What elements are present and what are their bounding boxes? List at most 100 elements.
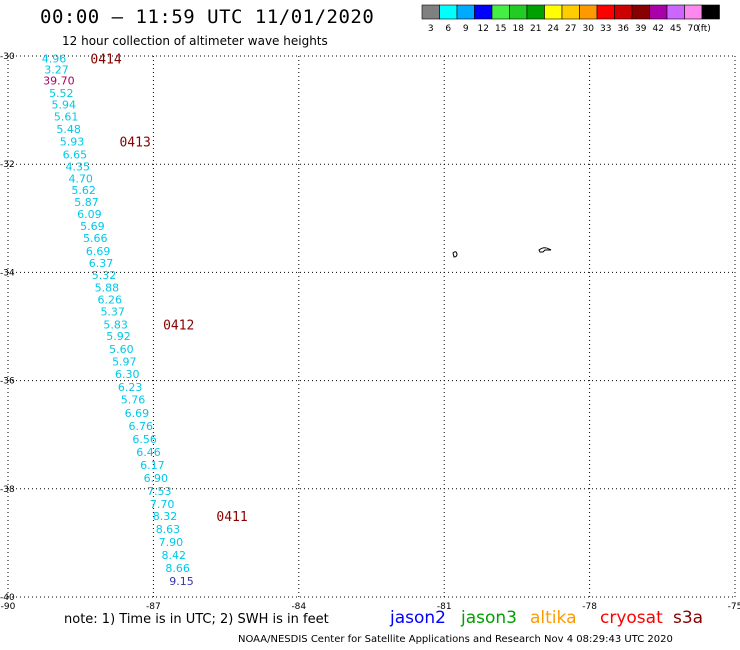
legend-swatch [596,4,615,20]
swh-value: 6.90 [144,472,169,485]
swh-value: 8.42 [162,549,187,562]
legend-label: 3 [428,24,434,34]
color-legend: 3 6 9 12 15 18 21 24 27 30 33 36 39 42 45 70(ft) [421,4,720,34]
swh-value: 6.69 [86,245,111,258]
time-label: 0412 [163,318,194,333]
swh-value: 5.88 [95,282,120,295]
legend-label: 30 [583,24,595,34]
swh-value: 5.37 [100,305,125,318]
legend-label: 39 [635,24,647,34]
legend-swatch [509,4,528,20]
swh-value: 7.70 [150,498,175,511]
time-label: 0414 [90,53,121,68]
legend-swatch [526,4,545,20]
legend-label: 21 [530,24,541,34]
lon-tick-label: -84 [291,602,306,612]
legend-label: 9 [463,24,469,34]
legend-swatch [474,4,493,20]
swh-value: 5.62 [71,184,96,197]
swh-value: 6.37 [89,257,114,270]
legend-unit: (ft) [697,24,711,34]
swh-value: 5.93 [60,135,85,148]
legend-swatch [456,4,475,20]
swh-value: 8.66 [165,562,190,575]
satellite-jason3: jason3 [461,608,517,628]
lat-tick-label: -34 [0,268,15,278]
lat-tick-label: -30 [0,52,15,62]
satellite-s3a: s3a [673,608,704,628]
swh-value: 5.61 [54,111,79,124]
swh-value: 6.46 [136,446,161,459]
swh-value: 6.17 [140,459,165,472]
swh-value: 6.76 [129,420,154,433]
swh-value: 6.30 [115,368,140,381]
legend-swatch [684,4,703,20]
swh-value: 7.90 [159,536,184,549]
lon-tick-label: -87 [146,602,161,612]
swh-value: 5.52 [49,87,74,100]
legend-swatch [421,4,440,20]
legend-label: 15 [495,24,506,34]
swh-value: 6.09 [77,208,102,221]
swh-value: 4.70 [68,172,93,185]
legend-swatch [544,4,563,20]
axis-ticks: -90 -87 -84 -81 -78 -75 -30 -32 -34 -36 -38 -40 [0,52,740,612]
swh-value: 39.70 [43,74,75,87]
island-outlines [452,247,552,258]
legend-label: 70 [688,24,700,34]
legend-label: 18 [513,24,525,34]
legend-swatch [579,4,598,20]
footer-note: note: 1) Time is in UTC; 2) SWH is in fe… [64,612,329,627]
satellite-cryosat: cryosat [600,608,663,628]
swh-value: 6.69 [125,407,150,420]
swh-value: 5.92 [106,330,131,343]
legend-label: 24 [548,24,560,34]
swh-value: 8.63 [156,523,181,536]
legend-swatch [561,4,580,20]
swh-value: 3.27 [44,64,69,77]
legend-swatch [666,4,685,20]
lon-tick-label: -81 [437,602,452,612]
legend-label: 45 [670,24,681,34]
swh-value: 5.94 [51,99,76,112]
lon-tick-label: -78 [582,602,597,612]
lat-tick-label: -32 [0,160,15,170]
legend-swatch [649,4,668,20]
time-label: 0413 [119,135,150,150]
legend-label: 27 [565,24,576,34]
swh-value: 4.35 [66,160,91,173]
legend-swatch [491,4,510,20]
legend-label: 33 [600,24,611,34]
time-labels: 0414 0413 0412 0411 [90,53,247,525]
map-title: 00:00 – 11:59 UTC 11/01/2020 [40,6,375,28]
satellite-jason2: jason2 [390,608,446,628]
swh-value: 8.32 [153,510,178,523]
legend-swatch [631,4,650,20]
swh-value: 5.76 [121,394,146,407]
swh-value: 5.48 [56,123,81,136]
legend-swatch [701,4,720,20]
lat-tick-label: -38 [0,485,15,495]
time-label: 0411 [216,510,247,525]
swh-value: 6.65 [63,148,88,161]
lat-tick-label: -40 [0,593,15,603]
swh-value: 6.26 [98,293,123,306]
satellite-altika: altika [530,608,577,628]
lat-tick-label: -36 [0,377,15,387]
swh-value: 5.83 [103,318,128,331]
swh-value: 5.87 [74,196,99,209]
legend-label: 12 [478,24,489,34]
swh-value: 9.15 [169,575,194,588]
swh-value: 5.69 [80,220,105,233]
lon-tick-label: -90 [1,602,16,612]
footer-credit: NOAA/NESDIS Center for Satellite Applica… [238,634,673,645]
swh-value: 5.60 [109,343,134,356]
altimeter-track: 4.963.2739.705.525.945.615.485.936.654.3… [42,53,194,588]
swh-value: 5.97 [112,356,137,369]
swh-value: 5.32 [92,269,117,282]
island-outline [538,247,552,253]
swh-value: 6.23 [118,381,143,394]
legend-label: 36 [618,24,630,34]
swh-value: 7.53 [147,485,172,498]
